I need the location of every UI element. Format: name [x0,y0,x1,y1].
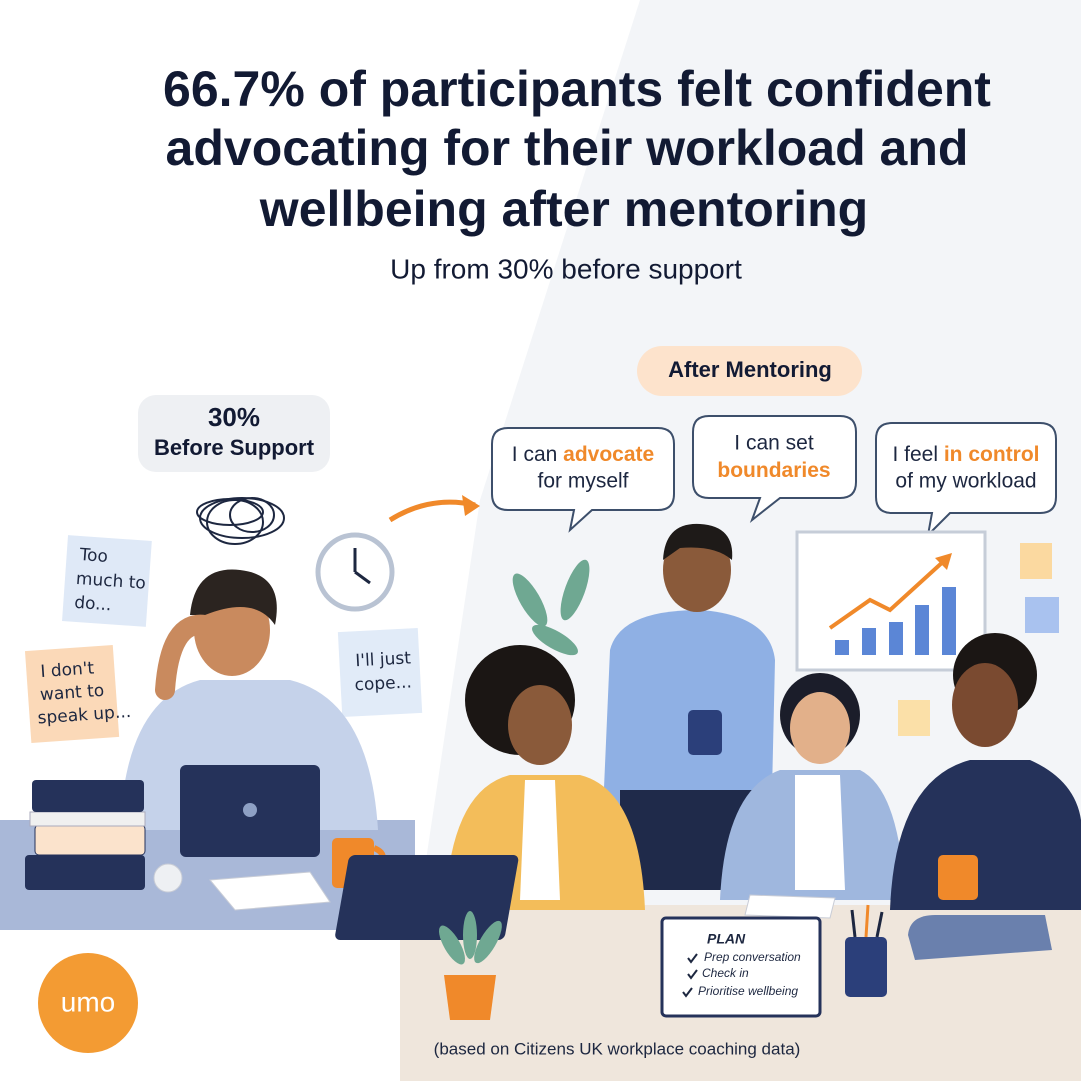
binders [25,780,146,890]
subtitle: Up from 30% before support [390,253,742,284]
bubble-line: I feel in control [892,443,1039,466]
bubble-line: I can set [734,432,814,455]
title-line: advocating for their workload and [166,120,969,176]
plan-item: Prioritise wellbeing [698,984,798,998]
whiteboard [795,530,987,672]
check-icon [687,969,698,980]
mentee-right [890,633,1081,910]
speech-bubble: I can set boundaries [692,415,857,523]
note-paper [24,645,120,743]
title-line: 66.7% of participants felt confident [163,61,991,117]
note-line: much to [75,569,146,594]
mentee-center [720,673,905,900]
before-label: Before Support [154,435,315,460]
note-line: I'll just [355,648,412,671]
after-label: After Mentoring [668,357,832,382]
title-line: wellbeing after mentoring [259,181,868,237]
standing-mentor [600,523,775,890]
stress-scribble [196,497,285,545]
bubble-line: of my workload [895,470,1036,493]
papers [208,871,331,911]
note-paper [337,627,423,718]
plant [512,559,590,656]
note-line: do... [74,593,112,616]
pen-cup [845,904,887,997]
arrow-head [462,495,480,516]
bubble-text: I feel [892,443,943,466]
plan-card: PLAN Prep conversation Check in Prioriti… [660,916,822,1018]
note-line: I don't [40,658,95,682]
note-line: Too [78,545,109,567]
sticky-square [1025,597,1059,633]
closed-laptop [908,915,1052,960]
crumpled-paper [153,863,183,893]
plan-title: PLAN [707,931,746,947]
notepad [744,894,836,919]
laptop-logo [243,803,257,817]
logo-text: umo [61,986,115,1017]
bubble-highlight: advocate [563,443,654,466]
note-line: want to [39,681,104,705]
bubble-line: for myself [537,470,628,493]
sticky-note: Too much to do... [62,535,152,627]
sticky-note: I don't want to speak up... [24,645,132,743]
note-line: cope... [354,672,412,695]
bubble-line: boundaries [717,459,830,482]
speech-bubble: I feel in control of my workload [875,422,1057,538]
sticky-square [1020,543,1052,579]
logo-circle [38,953,138,1053]
sticky-note: I'll just cope... [337,627,423,718]
bubble-text: I can [512,443,563,466]
bubble-highlight: in control [944,443,1040,466]
footnote: (based on Citizens UK workplace coaching… [434,1039,801,1058]
before-badge [138,395,330,472]
check-icon [687,953,698,964]
sticky-square [898,700,930,736]
bubble-highlight: boundaries [717,459,830,482]
before-value: 30% [208,402,260,432]
bubble-line: I can advocate [512,443,654,466]
clock [315,532,395,612]
note-paper [62,535,152,627]
speech-bubble: I can advocate for myself [491,427,675,533]
after-badge [637,346,862,396]
plan-item: Prep conversation [704,950,801,964]
small-plant [439,911,502,1020]
plan-item: Check in [702,966,749,980]
check-icon [682,987,693,998]
